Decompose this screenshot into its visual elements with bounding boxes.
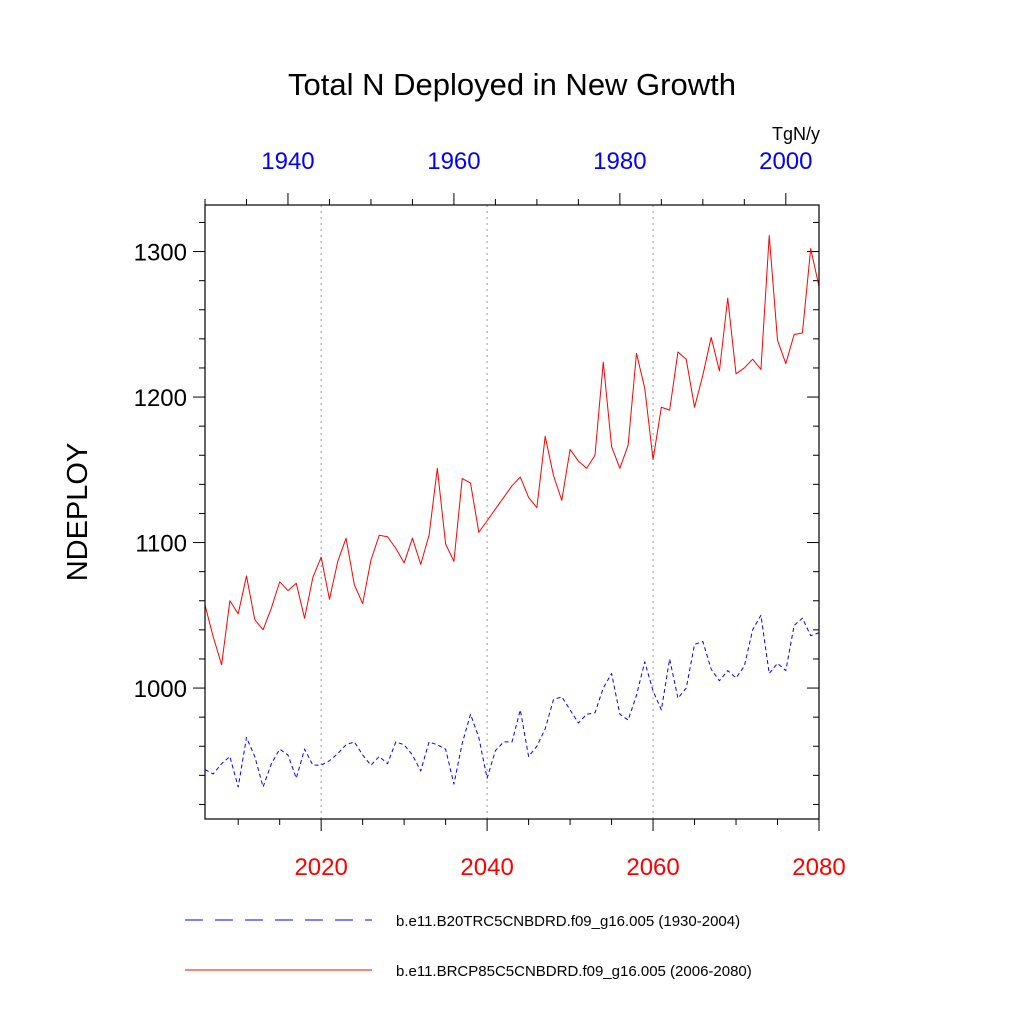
units-label: TgN/y [772,124,820,144]
legend: b.e11.B20TRC5CNBDRD.f09_g16.005 (1930-20… [185,913,752,980]
x-top-tick-label-1980: 1980 [593,148,646,175]
legend-label-historical: b.e11.B20TRC5CNBDRD.f09_g16.005 (1930-20… [396,913,740,930]
axis-ticks [193,193,820,831]
series-line-historical [204,614,820,788]
x-bottom-tick-label-2060: 2060 [626,854,679,881]
tick-labels: 1000 1100 1200 1300 2020 2040 2060 2080 1940 1960… [134,148,846,881]
plot-frame [204,204,820,820]
series-line-rcp85 [204,235,820,666]
chart-title: Total N Deployed in New Growth [288,67,736,102]
x-top-tick-label-1960: 1960 [427,148,480,175]
x-bottom-tick-label-2020: 2020 [294,854,347,881]
x-top-tick-label-1940: 1940 [261,148,314,175]
x-bottom-tick-label-2040: 2040 [460,854,513,881]
y-tick-label-1100: 1100 [135,531,187,558]
legend-label-rcp85: b.e11.BRCP85C5CNBDRD.f09_g16.005 (2006-2… [396,963,752,980]
gridlines [320,205,654,819]
y-axis-label: NDEPLOY [62,443,94,582]
y-tick-label-1200: 1200 [134,385,187,412]
x-top-tick-label-2000: 2000 [759,148,812,175]
x-bottom-tick-label-2080: 2080 [792,854,845,881]
y-tick-label-1000: 1000 [134,676,187,703]
series-lines [204,235,820,788]
y-tick-label-1300: 1300 [134,240,187,267]
